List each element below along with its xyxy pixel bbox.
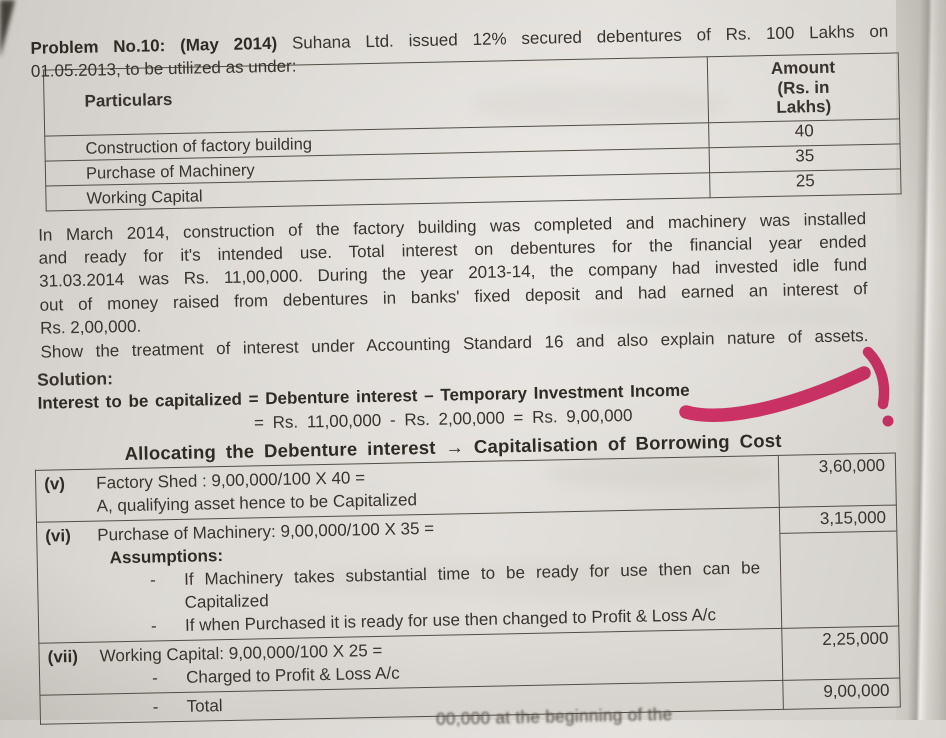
bullet-dash: - <box>151 668 158 688</box>
pink-exclamation-stroke <box>862 346 890 410</box>
pink-marker-annotation <box>679 346 894 427</box>
amount-cell: 3,15,000 <box>779 504 899 629</box>
pink-underline-swoosh <box>679 366 871 422</box>
amount-value: 3,15,000 <box>779 505 897 534</box>
amount-cell: 3,60,000 <box>778 452 897 508</box>
photo-corner-artifact <box>0 0 15 58</box>
bullet-dash: - <box>150 616 157 636</box>
row-number: (vii) <box>47 646 79 667</box>
row-number: (v) <box>44 474 66 494</box>
pink-exclamation-dot <box>882 415 894 427</box>
amount-cell: 35 <box>709 143 901 173</box>
amount-header-line: Lakhs) <box>776 96 832 117</box>
table-row: (vi) Purchase of Machinery: 9,00,000/100… <box>36 504 899 644</box>
amount-cell: 25 <box>709 168 902 198</box>
row-number: (vi) <box>45 526 71 546</box>
problem-number-label: Problem No.10: (May 2014) <box>30 33 278 58</box>
allocation-table: (v) Factory Shed : 9,00,000/100 X 40 = A… <box>35 452 901 725</box>
amount-cell: 2,25,000 <box>781 625 900 681</box>
bullet-dash: - <box>152 697 159 717</box>
bullet-dash: - <box>149 570 157 590</box>
amount-header: Amount (Rs. in Lakhs) <box>707 52 900 123</box>
amount-cell: 40 <box>708 118 901 148</box>
allocation-description-cell: (vi) Purchase of Machinery: 9,00,000/100… <box>36 507 782 644</box>
